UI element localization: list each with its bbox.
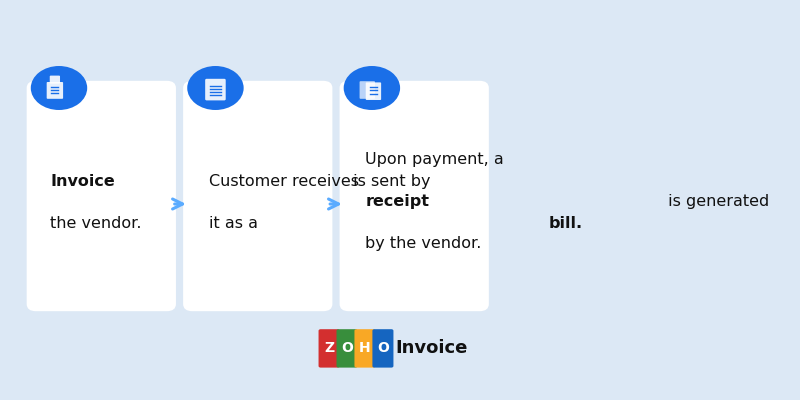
- Text: Invoice: Invoice: [395, 339, 467, 358]
- Text: is sent by: is sent by: [347, 174, 430, 189]
- Text: Upon payment, a: Upon payment, a: [366, 152, 504, 167]
- Circle shape: [30, 66, 87, 110]
- Text: O: O: [341, 341, 353, 355]
- Text: Z: Z: [324, 341, 334, 355]
- FancyBboxPatch shape: [205, 79, 226, 100]
- Text: is generated: is generated: [662, 194, 769, 209]
- FancyBboxPatch shape: [359, 81, 375, 99]
- FancyBboxPatch shape: [373, 329, 394, 368]
- Text: H: H: [359, 341, 370, 355]
- Text: bill.: bill.: [549, 216, 583, 231]
- FancyBboxPatch shape: [183, 81, 332, 311]
- Text: it as a: it as a: [210, 216, 263, 231]
- FancyBboxPatch shape: [318, 329, 339, 368]
- FancyBboxPatch shape: [26, 81, 176, 311]
- Text: by the vendor.: by the vendor.: [366, 236, 482, 251]
- Text: Invoice: Invoice: [50, 174, 115, 189]
- FancyBboxPatch shape: [339, 81, 489, 311]
- Text: receipt: receipt: [366, 194, 430, 209]
- FancyBboxPatch shape: [354, 329, 375, 368]
- Text: the vendor.: the vendor.: [50, 216, 142, 231]
- Text: Customer receives: Customer receives: [210, 174, 359, 189]
- FancyBboxPatch shape: [50, 76, 60, 84]
- Text: O: O: [377, 341, 389, 355]
- FancyBboxPatch shape: [337, 329, 358, 368]
- FancyBboxPatch shape: [46, 82, 63, 99]
- Circle shape: [187, 66, 244, 110]
- Circle shape: [344, 66, 400, 110]
- FancyBboxPatch shape: [366, 82, 381, 100]
